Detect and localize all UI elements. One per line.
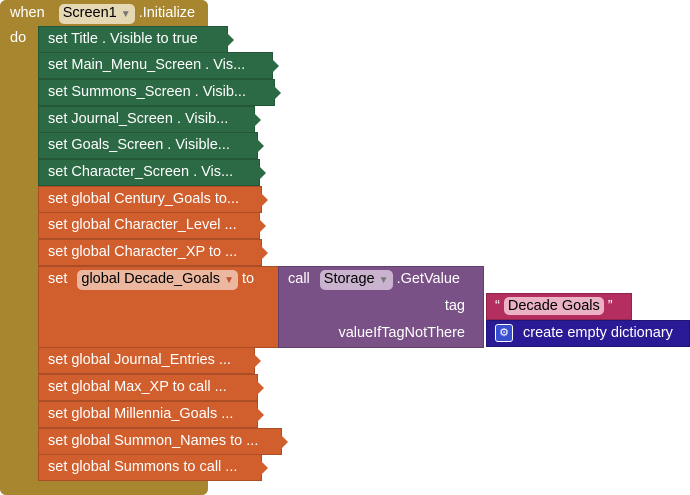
open-quote: “ — [495, 298, 500, 314]
method-label: .Initialize — [138, 5, 196, 21]
set-summons-block[interactable]: set global Summons to call ... — [38, 454, 268, 481]
block-label: set global Character_XP to ... — [48, 244, 238, 260]
do-label: do — [10, 30, 27, 46]
set-journal-entries-block[interactable]: set global Journal_Entries ... — [38, 347, 261, 374]
block-label: set global Journal_Entries ... — [48, 352, 231, 368]
set-century-goals-block[interactable]: set global Century_Goals to... — [38, 186, 268, 213]
storage-getvalue-block[interactable]: call Storage ▼ .GetValue tag valueIfTagN… — [278, 266, 484, 348]
to-label: to — [242, 271, 255, 287]
set-summon-names-block[interactable]: set global Summon_Names to ... — [38, 428, 288, 455]
block-label: set Journal_Screen . Visib... — [48, 111, 229, 127]
set-title-visible-block[interactable]: set Title . Visible to true — [38, 26, 234, 53]
block-label: set Summons_Screen . Visib... — [48, 84, 246, 100]
block-label: set Title . Visible to true — [48, 31, 198, 47]
set-journal-screen-visible-block[interactable]: set Journal_Screen . Visib... — [38, 106, 261, 133]
tag-label: tag — [444, 298, 465, 314]
set-main-menu-visible-block[interactable]: set Main_Menu_Screen . Vis... — [38, 52, 279, 79]
text-value: Decade Goals — [507, 298, 600, 314]
dropdown-arrow-icon: ▼ — [378, 275, 389, 286]
event-do-bar: do — [0, 26, 38, 482]
set-character-xp-block[interactable]: set global Character_XP to ... — [38, 239, 268, 266]
block-label: set global Max_XP to call ... — [48, 379, 227, 395]
when-label: when — [10, 5, 45, 21]
set-character-level-block[interactable]: set global Character_Level ... — [38, 212, 266, 239]
set-label: set — [48, 271, 68, 287]
method-label: .GetValue — [396, 271, 460, 287]
when-screen-initialize-block[interactable]: when Screen1 ▼ .Initialize — [0, 0, 208, 27]
set-max-xp-block[interactable]: set global Max_XP to call ... — [38, 374, 264, 401]
dictionary-label: create empty dictionary — [523, 325, 673, 341]
variable-dropdown[interactable]: global Decade_Goals ▼ — [77, 270, 238, 290]
block-label: set global Millennia_Goals ... — [48, 406, 234, 422]
call-label: call — [288, 271, 310, 287]
variable-name: global Decade_Goals — [81, 271, 221, 287]
block-label: set Goals_Screen . Visible... — [48, 137, 230, 153]
text-string-block[interactable]: “ Decade Goals ” — [486, 293, 632, 320]
create-empty-dictionary-block[interactable]: ⚙ create empty dictionary — [486, 320, 690, 347]
close-quote: ” — [607, 298, 613, 314]
block-label: set Character_Screen . Vis... — [48, 164, 234, 180]
set-goals-screen-visible-block[interactable]: set Goals_Screen . Visible... — [38, 132, 264, 159]
block-label: set global Summons to call ... — [48, 459, 238, 475]
block-label: set Main_Menu_Screen . Vis... — [48, 57, 246, 73]
component-name: Screen1 — [62, 5, 117, 21]
storage-component-dropdown[interactable]: Storage ▼ — [319, 270, 393, 290]
set-decade-goals-block[interactable]: set global Decade_Goals ▼ to — [38, 266, 280, 348]
dropdown-arrow-icon: ▼ — [120, 9, 131, 20]
set-character-screen-visible-block[interactable]: set Character_Screen . Vis... — [38, 159, 266, 186]
event-bottom-bar — [0, 481, 208, 495]
set-millennia-goals-block[interactable]: set global Millennia_Goals ... — [38, 401, 264, 428]
default-label: valueIfTagNotThere — [338, 325, 465, 341]
block-label: set global Century_Goals to... — [48, 191, 240, 207]
component-name: Storage — [323, 271, 375, 287]
dropdown-arrow-icon: ▼ — [224, 275, 234, 286]
gear-icon[interactable]: ⚙ — [495, 324, 513, 343]
block-label: set global Character_Level ... — [48, 217, 237, 233]
block-label: set global Summon_Names to ... — [48, 433, 259, 449]
text-value-field[interactable]: Decade Goals — [503, 297, 604, 315]
set-summons-screen-visible-block[interactable]: set Summons_Screen . Visib... — [38, 79, 281, 106]
component-dropdown[interactable]: Screen1 ▼ — [58, 4, 135, 24]
